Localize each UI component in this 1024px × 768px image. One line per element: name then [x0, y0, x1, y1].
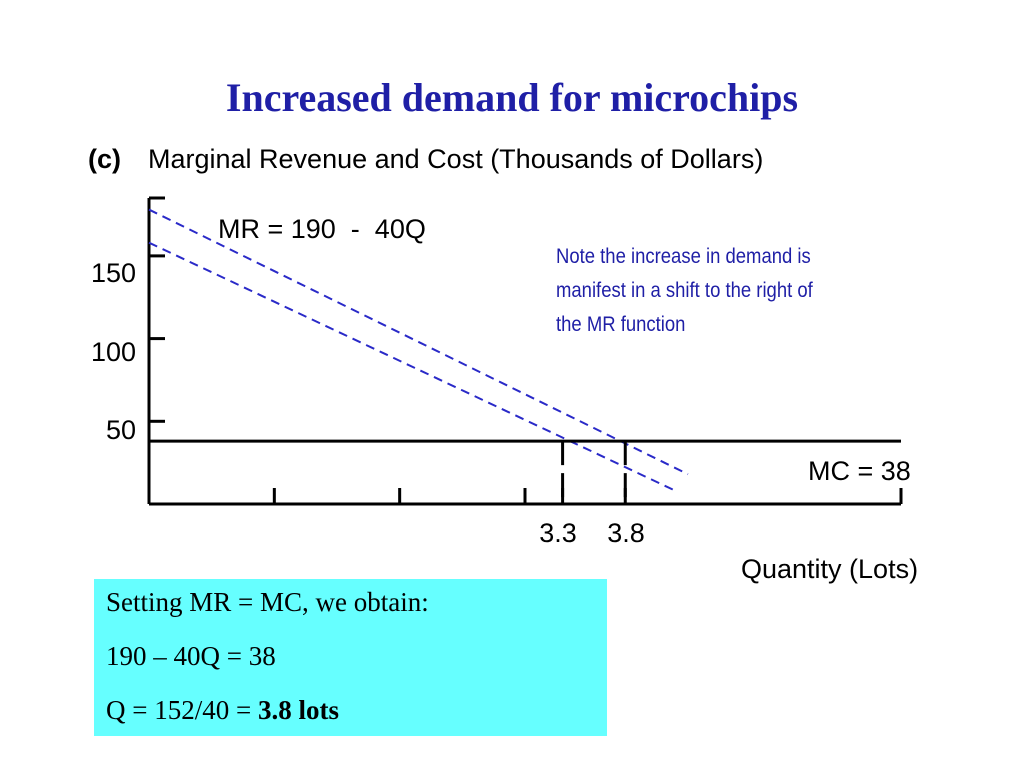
- y-tick-label-100: 100: [90, 337, 136, 367]
- x-tick-label-3-8: 3.8: [607, 518, 645, 548]
- result-line-2: 190 – 40Q = 38: [106, 641, 276, 671]
- y-tick-label-150: 150: [90, 258, 136, 288]
- shift-note: Note the increase in demand is manifest …: [556, 245, 813, 336]
- mr-line-2: [148, 208, 689, 476]
- chart-subtitle: Marginal Revenue and Cost (Thousands of …: [148, 144, 764, 174]
- panel-label: (c): [88, 144, 121, 174]
- x-tick-label-3-3: 3.3: [539, 518, 577, 548]
- mc-label: MC = 38: [808, 456, 911, 486]
- result-value: 3.8 lots: [257, 695, 339, 725]
- x-axis-label: Quantity (Lots): [741, 554, 919, 584]
- result-line-1: Setting MR = MC, we obtain:: [106, 587, 429, 617]
- mr-line-1: [148, 241, 676, 492]
- result-box: Setting MR = MC, we obtain: 190 – 40Q = …: [94, 579, 607, 736]
- mr-equation-label: MR = 190 - 40Q: [218, 214, 426, 244]
- result-line-3: Q = 152/40 = 3.8 lots: [106, 695, 339, 726]
- result-line-3-prefix: Q = 152/40 =: [106, 695, 258, 725]
- y-tick-label-50: 50: [105, 415, 136, 445]
- slide-title: Increased demand for microchips: [225, 75, 799, 120]
